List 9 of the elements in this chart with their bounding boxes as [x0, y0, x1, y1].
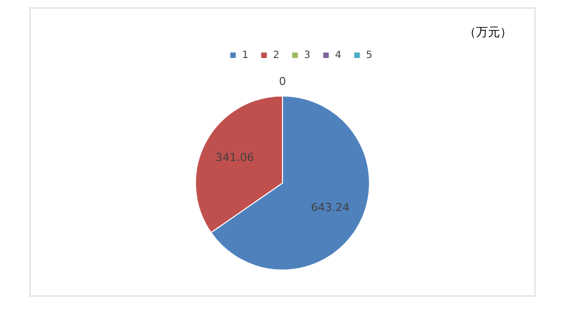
- legend-label: 1: [242, 50, 248, 62]
- data-label: 341.06: [215, 150, 254, 164]
- legend-label: 5: [366, 50, 372, 62]
- text: （万元）: [464, 25, 512, 39]
- text: 0: [279, 75, 286, 88]
- legend-label: 2: [273, 50, 280, 62]
- legend-label: 4: [335, 50, 342, 62]
- data-label: 643.24: [311, 201, 350, 214]
- legend-label: 3: [304, 50, 310, 62]
